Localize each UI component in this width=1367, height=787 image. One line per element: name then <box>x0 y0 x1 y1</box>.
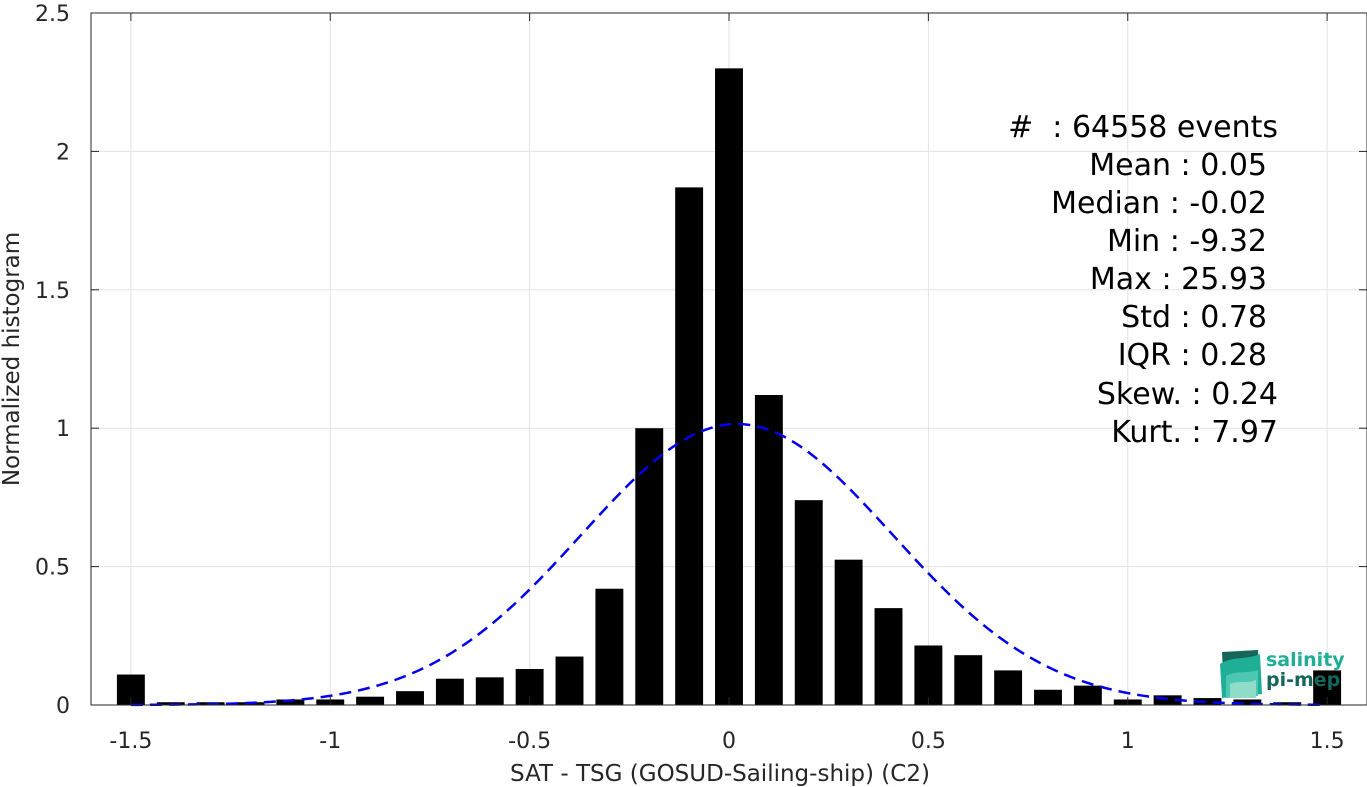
stat-max: Max : 25.93 <box>1090 262 1267 297</box>
histogram-bar <box>994 670 1023 705</box>
stat-count: # : 64558 events <box>1008 110 1278 145</box>
histogram-bar <box>1233 699 1262 705</box>
histogram-bar <box>595 588 624 705</box>
logo-text-salinity: salinity <box>1266 649 1345 671</box>
x-tick-label: 0.5 <box>911 729 946 754</box>
x-tick-label: 1.5 <box>1310 729 1345 754</box>
y-axis-label: Normalized histogram <box>0 232 25 486</box>
stat-min: Min : -9.32 <box>1107 224 1267 259</box>
histogram-bar <box>1034 689 1062 705</box>
stat-iqr: IQR : 0.28 <box>1118 338 1267 373</box>
x-tick-label: -0.5 <box>508 729 551 754</box>
x-tick-label: 1 <box>1121 729 1135 754</box>
y-axis-ticks: 0 0.5 1 1.5 2 2.5 <box>35 2 1367 719</box>
x-tick-label: -1 <box>319 729 341 754</box>
stat-skew: Skew. : 0.24 <box>1097 377 1278 412</box>
histogram-bar <box>276 699 305 705</box>
histogram-bar <box>555 656 584 705</box>
y-tick-label: 1 <box>56 417 70 442</box>
histogram-bar <box>1073 685 1102 705</box>
statistics-box: # : 64558 events Mean : 0.05 Median : -0… <box>1008 110 1278 450</box>
x-tick-label: 0 <box>722 729 736 754</box>
histogram-bar <box>794 500 823 705</box>
histogram-bar <box>675 187 704 705</box>
histogram-bar <box>914 645 943 705</box>
y-tick-label: 1.5 <box>35 279 70 304</box>
x-axis-ticks: -1.5 -1 -0.5 0 0.5 1 1.5 <box>109 13 1345 754</box>
histogram-bars <box>116 68 1342 706</box>
salinity-pimep-logo: salinity pi-mep <box>1220 649 1345 698</box>
histogram-bar <box>715 68 743 706</box>
histogram-bar <box>1273 702 1302 705</box>
histogram-bar <box>435 678 464 705</box>
histogram-bar <box>356 696 385 705</box>
histogram-bar <box>834 559 863 705</box>
histogram-bar <box>754 394 783 705</box>
y-tick-label: 2.5 <box>35 2 70 27</box>
histogram-bar <box>954 655 983 705</box>
x-tick-label: -1.5 <box>109 729 152 754</box>
histogram-bar <box>874 608 903 705</box>
stat-std: Std : 0.78 <box>1121 300 1267 335</box>
wave-logo-icon <box>1220 650 1262 698</box>
logo-text-pimep: pi-mep <box>1266 669 1340 691</box>
histogram-bar <box>396 691 424 705</box>
y-tick-label: 0 <box>56 694 70 719</box>
histogram-bar <box>1193 698 1222 705</box>
stat-kurt: Kurt. : 7.97 <box>1111 415 1278 450</box>
gaussian-fit-curve <box>130 422 1328 707</box>
histogram-bar <box>475 677 504 705</box>
y-tick-label: 0.5 <box>35 556 70 581</box>
x-axis-label: SAT - TSG (GOSUD-Sailing-ship) (C2) <box>510 761 930 787</box>
stat-median: Median : -0.02 <box>1051 186 1267 221</box>
y-tick-label: 2 <box>56 140 70 165</box>
stat-mean: Mean : 0.05 <box>1089 148 1267 183</box>
histogram-bar <box>635 428 664 705</box>
